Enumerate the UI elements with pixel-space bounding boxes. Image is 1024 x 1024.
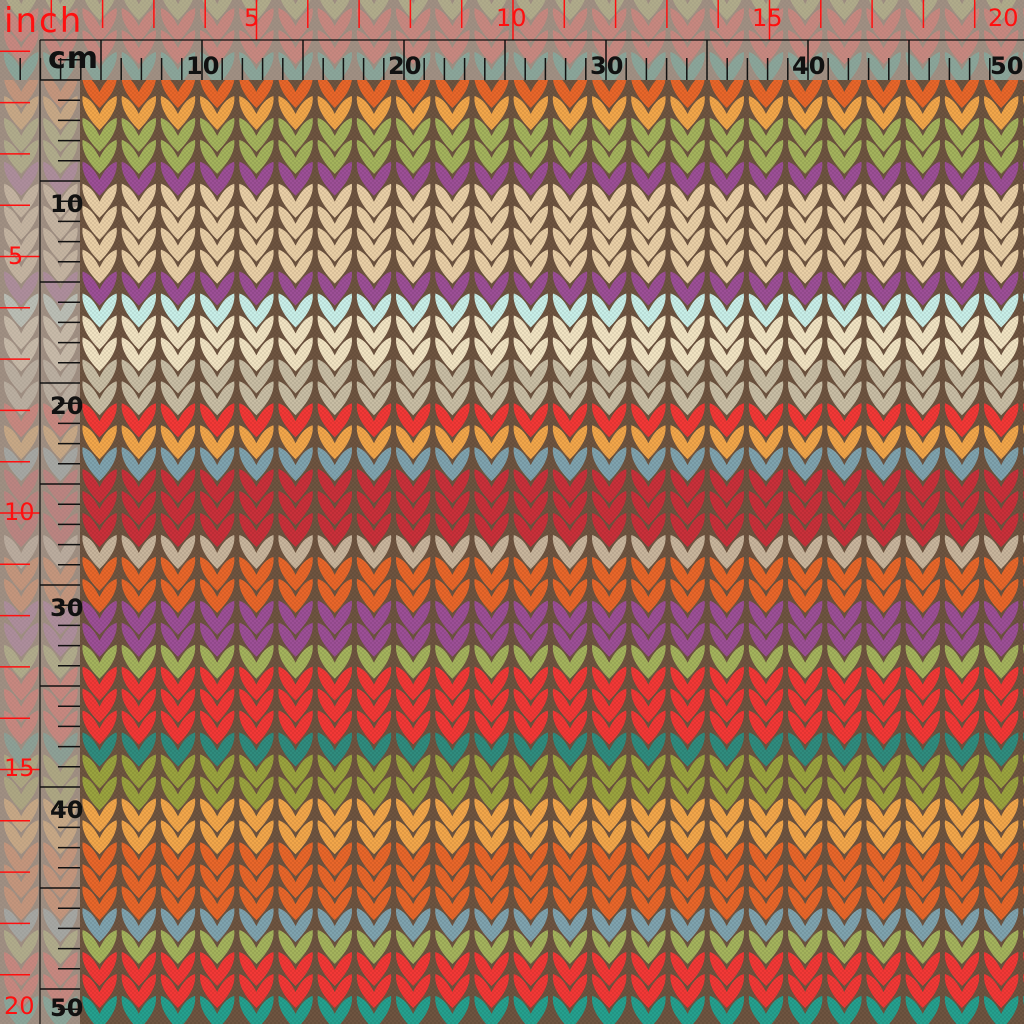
cm-top-label: 50: [990, 52, 1024, 80]
cm-left-label: 50: [50, 994, 84, 1022]
inch-left-label: 20: [4, 992, 35, 1020]
inch-top-label: 15: [752, 4, 783, 32]
inch-left-label: 15: [4, 754, 35, 782]
inch-left-label: 5: [8, 242, 24, 270]
inch-top-label: 20: [988, 4, 1019, 32]
cm-top-label: 40: [792, 52, 826, 80]
cm-top-label: 10: [186, 52, 220, 80]
cm-top-label: 30: [590, 52, 624, 80]
cm-top-label: 20: [388, 52, 422, 80]
cm-left-label: 20: [50, 392, 84, 420]
inch-unit-label: inch: [4, 1, 84, 41]
cm-left-label: 40: [50, 796, 84, 824]
cm-unit-label: cm: [48, 41, 100, 76]
inch-top-label: 5: [244, 4, 260, 32]
cm-left-label: 30: [50, 594, 84, 622]
inch-top-label: 10: [496, 4, 527, 32]
cm-left-label: 10: [50, 190, 84, 218]
inch-left-label: 10: [4, 498, 35, 526]
